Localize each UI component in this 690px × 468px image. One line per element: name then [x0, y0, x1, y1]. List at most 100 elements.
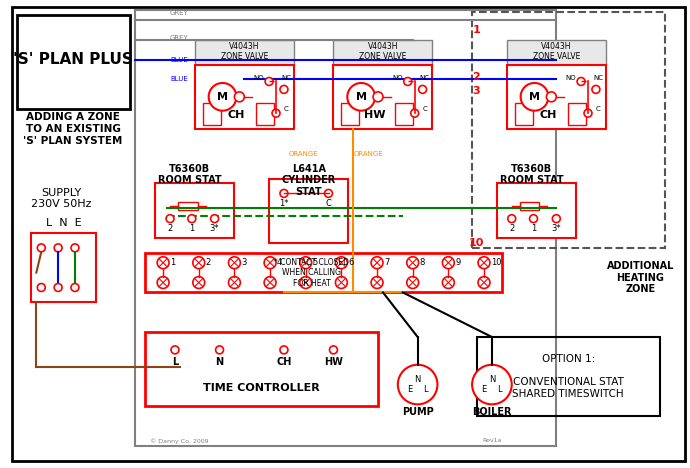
Text: NO: NO	[566, 74, 576, 80]
Circle shape	[208, 83, 237, 111]
Text: ORANGE: ORANGE	[353, 151, 383, 157]
Text: L641A
CYLINDER
STAT: L641A CYLINDER STAT	[282, 164, 336, 197]
Text: 3*: 3*	[551, 224, 561, 233]
FancyBboxPatch shape	[333, 40, 433, 65]
Text: 7: 7	[384, 258, 389, 267]
Text: BLUE: BLUE	[170, 57, 188, 63]
Circle shape	[442, 277, 454, 288]
FancyBboxPatch shape	[506, 65, 606, 129]
Text: 2: 2	[206, 258, 211, 267]
Text: N: N	[489, 375, 495, 384]
Circle shape	[37, 284, 46, 292]
FancyBboxPatch shape	[333, 65, 433, 129]
Circle shape	[398, 365, 437, 404]
Text: 6: 6	[348, 258, 354, 267]
Text: NO: NO	[254, 74, 264, 80]
Text: CH: CH	[228, 110, 245, 120]
Text: E: E	[407, 385, 413, 394]
Text: N: N	[415, 375, 421, 384]
Circle shape	[330, 346, 337, 354]
Circle shape	[37, 244, 46, 252]
Circle shape	[335, 277, 347, 288]
Text: T6360B
ROOM STAT: T6360B ROOM STAT	[158, 164, 221, 185]
Circle shape	[472, 365, 512, 404]
Text: HW: HW	[324, 357, 343, 367]
Text: 3: 3	[472, 87, 480, 96]
Text: V4043H
ZONE VALVE: V4043H ZONE VALVE	[359, 42, 406, 61]
Circle shape	[299, 257, 312, 269]
Text: C: C	[326, 199, 331, 208]
Circle shape	[71, 244, 79, 252]
Circle shape	[529, 215, 538, 223]
Text: ADDITIONAL
HEATING
ZONE: ADDITIONAL HEATING ZONE	[607, 261, 674, 294]
Circle shape	[166, 215, 174, 223]
Circle shape	[521, 83, 549, 111]
Circle shape	[577, 78, 585, 86]
Circle shape	[54, 244, 62, 252]
Circle shape	[592, 86, 600, 93]
Circle shape	[411, 109, 419, 117]
Circle shape	[188, 215, 196, 223]
Circle shape	[210, 215, 219, 223]
Text: CH: CH	[276, 357, 292, 367]
Text: NC: NC	[420, 74, 430, 80]
Text: SUPPLY
230V 50Hz: SUPPLY 230V 50Hz	[31, 188, 91, 209]
Circle shape	[71, 284, 79, 292]
Text: 9: 9	[455, 258, 460, 267]
Text: 5: 5	[313, 258, 318, 267]
Circle shape	[404, 78, 412, 86]
FancyBboxPatch shape	[31, 233, 96, 302]
Text: 10: 10	[469, 238, 484, 248]
FancyBboxPatch shape	[497, 183, 576, 238]
Text: GREY: GREY	[170, 35, 189, 41]
Text: PUMP: PUMP	[402, 407, 433, 417]
FancyBboxPatch shape	[195, 65, 294, 129]
Circle shape	[347, 83, 375, 111]
Text: CH: CH	[540, 110, 557, 120]
Text: M: M	[217, 92, 228, 102]
Text: V4043H
ZONE VALVE: V4043H ZONE VALVE	[533, 42, 580, 61]
Circle shape	[335, 257, 347, 269]
Circle shape	[299, 277, 312, 288]
Circle shape	[280, 86, 288, 93]
FancyBboxPatch shape	[155, 183, 235, 238]
Circle shape	[265, 78, 273, 86]
Circle shape	[228, 277, 240, 288]
Circle shape	[264, 277, 276, 288]
Circle shape	[478, 277, 490, 288]
Circle shape	[508, 215, 515, 223]
Text: 2: 2	[168, 224, 172, 233]
Text: C: C	[422, 106, 427, 112]
Text: L: L	[423, 385, 428, 394]
Circle shape	[157, 277, 169, 288]
Circle shape	[324, 190, 333, 197]
Text: 4: 4	[277, 258, 282, 267]
Text: L: L	[172, 357, 178, 367]
FancyBboxPatch shape	[195, 40, 294, 65]
Text: C: C	[595, 106, 600, 112]
Circle shape	[419, 86, 426, 93]
Circle shape	[371, 257, 383, 269]
Circle shape	[272, 109, 280, 117]
Text: L  N  E: L N E	[46, 218, 82, 228]
Text: M: M	[529, 92, 540, 102]
Text: 3*: 3*	[210, 224, 219, 233]
Circle shape	[280, 190, 288, 197]
Text: OPTION 1:

CONVENTIONAL STAT
SHARED TIMESWITCH: OPTION 1: CONVENTIONAL STAT SHARED TIMES…	[513, 354, 624, 399]
Circle shape	[235, 92, 244, 102]
Circle shape	[406, 257, 419, 269]
Text: * CONTACT CLOSED
WHEN CALLING
FOR HEAT: * CONTACT CLOSED WHEN CALLING FOR HEAT	[274, 258, 349, 287]
Text: L: L	[497, 385, 502, 394]
Text: 1: 1	[472, 25, 480, 35]
Text: ORANGE: ORANGE	[289, 151, 319, 157]
Circle shape	[54, 284, 62, 292]
Text: 1: 1	[531, 224, 536, 233]
Text: 1: 1	[170, 258, 175, 267]
Circle shape	[193, 277, 205, 288]
Circle shape	[546, 92, 556, 102]
Text: 8: 8	[420, 258, 425, 267]
Text: 1*: 1*	[279, 199, 288, 208]
Text: NO: NO	[393, 74, 403, 80]
Circle shape	[478, 257, 490, 269]
Text: HW: HW	[364, 110, 386, 120]
